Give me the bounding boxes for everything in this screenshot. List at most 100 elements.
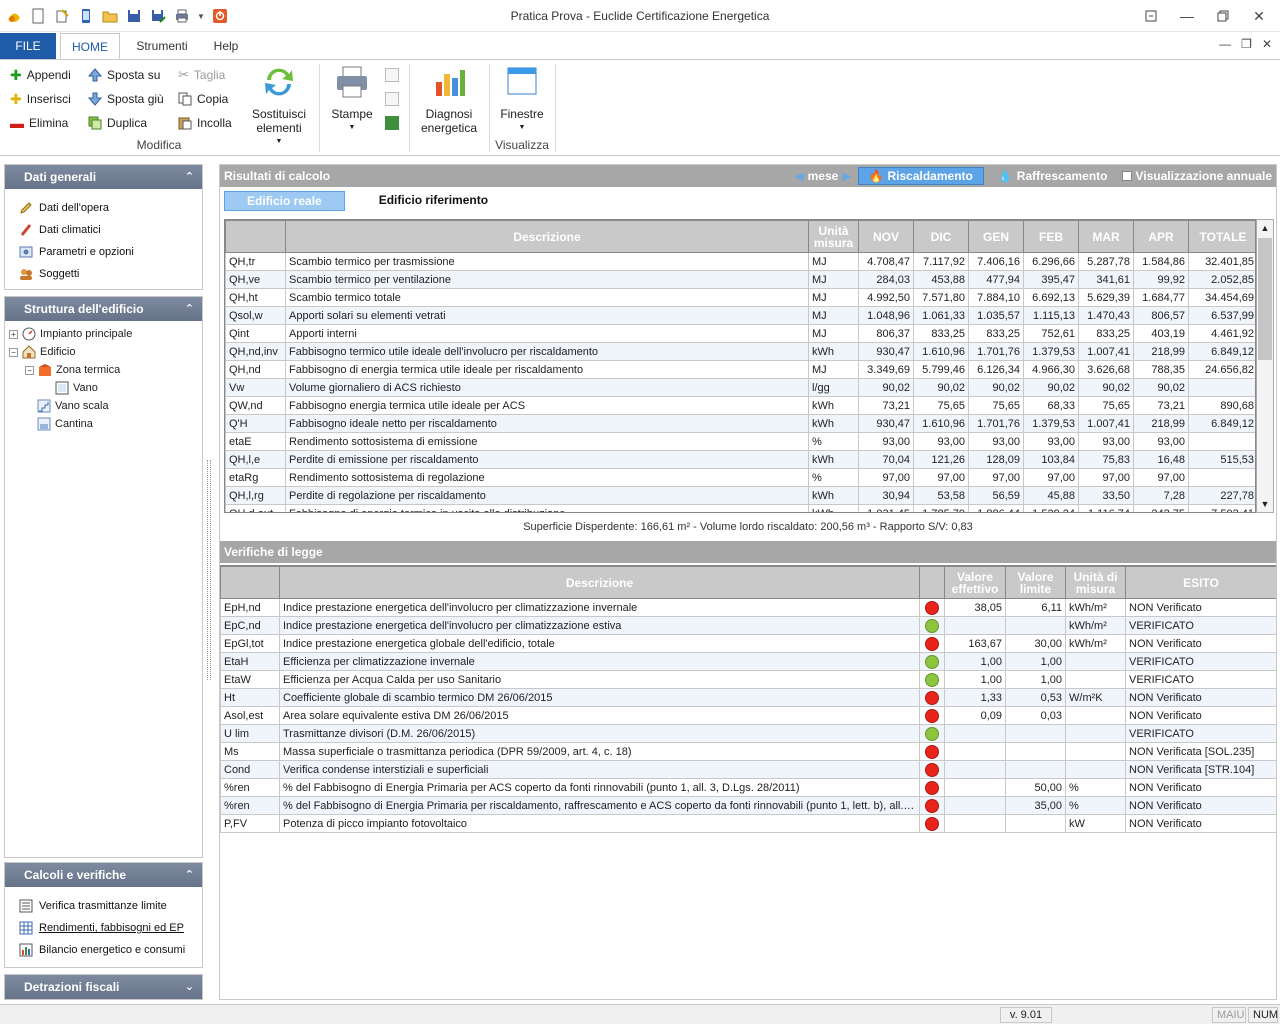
results-scrollbar[interactable]: ▲ ▼ bbox=[1256, 219, 1274, 513]
scroll-down-icon[interactable]: ▼ bbox=[1260, 499, 1270, 509]
section-header-struttura[interactable]: Struttura dell'edificio ⌃ bbox=[5, 297, 202, 321]
scroll-up-icon[interactable]: ▲ bbox=[1260, 223, 1270, 233]
raffrescamento-toggle[interactable]: 💧 Raffrescamento bbox=[990, 165, 1116, 187]
table-row[interactable]: Cond Verifica condense interstiziali e su… bbox=[220, 760, 1276, 779]
save-as-icon[interactable] bbox=[148, 6, 168, 26]
inserisci-button[interactable]: ✚ Inserisci bbox=[10, 90, 71, 107]
collapse-icon[interactable]: ⌃ bbox=[184, 869, 194, 881]
xls-export-icon[interactable] bbox=[385, 116, 399, 130]
incolla-button[interactable]: Incolla bbox=[178, 113, 232, 133]
sidebar-item-bilancio[interactable]: Bilancio energetico e consumi bbox=[5, 939, 202, 961]
sposta-giu-button[interactable]: Sposta giù bbox=[88, 89, 164, 109]
table-row[interactable]: Q'H Fabbisogno ideale netto per riscaldam… bbox=[225, 414, 1255, 433]
table-row[interactable]: EtaW Efficienza per Acqua Calda per uso S… bbox=[220, 670, 1276, 689]
tab-home[interactable]: HOME bbox=[60, 33, 120, 59]
section-header-calcoli[interactable]: Calcoli e verifiche ⌃ bbox=[5, 863, 202, 887]
expand-icon[interactable]: + bbox=[9, 329, 18, 339]
tree-item-impianto[interactable]: + Impianto principale bbox=[9, 325, 202, 343]
taglia-button[interactable]: ✂ Taglia bbox=[178, 67, 226, 82]
table-row[interactable]: EpC,nd Indice prestazione energetica dell… bbox=[220, 616, 1276, 635]
tree-item-edificio[interactable]: − Edificio bbox=[9, 343, 202, 361]
sposta-su-button[interactable]: Sposta su bbox=[88, 65, 160, 85]
appendi-button[interactable]: ✚ Appendi bbox=[10, 66, 71, 83]
table-row[interactable]: U lim Trasmittanze divisori (D.M. 26/06/2… bbox=[220, 724, 1276, 743]
table-row[interactable]: QH,d,outFabbisogno di energia termica in… bbox=[225, 504, 1255, 512]
table-row[interactable]: etaRg Rendimento sottosistema di regolazi… bbox=[225, 468, 1255, 487]
table-row[interactable]: QH,tr Scambio termico per trasmissione MJ 4… bbox=[225, 252, 1255, 271]
table-row[interactable]: etaE Rendimento sottosistema di emissione… bbox=[225, 432, 1255, 451]
table-row[interactable]: QH,ht Scambio termico totale MJ 4.992,50 7.5… bbox=[225, 288, 1255, 307]
table-row[interactable]: Vw Volume giornaliero di ACS richiesto l/g… bbox=[225, 378, 1255, 397]
doc-export-icon[interactable] bbox=[385, 92, 399, 106]
table-row[interactable]: Asol,est Area solare equivalente estiva D… bbox=[220, 706, 1276, 725]
sidebar-item-verifica-trasmittanze[interactable]: Verifica trasmittanze limite bbox=[5, 895, 202, 917]
sidebar-item-dati-opera[interactable]: Dati dell'opera bbox=[5, 197, 202, 219]
sostituisci-elementi-button[interactable]: Sostituisci elementi ▼ bbox=[244, 64, 314, 149]
tree-item-zona-termica[interactable]: − Zona termica bbox=[9, 361, 202, 379]
tree-item-vano-scala[interactable]: Vano scala bbox=[9, 397, 202, 415]
minimize-window-icon[interactable]: — bbox=[1180, 8, 1194, 24]
stampe-button[interactable]: Stampe ▼ bbox=[326, 64, 378, 135]
finestre-button[interactable]: Finestre ▼ bbox=[496, 64, 548, 135]
open-folder-icon[interactable] bbox=[100, 6, 120, 26]
section-header-detrazioni[interactable]: Detrazioni fiscali ⌄ bbox=[5, 975, 202, 999]
mobile-icon[interactable] bbox=[76, 6, 96, 26]
app-logo-icon[interactable] bbox=[4, 6, 24, 26]
table-row[interactable]: EtaH Efficienza per climatizzazione inver… bbox=[220, 652, 1276, 671]
table-row[interactable]: Qsol,w Apporti solari su elementi vetrati… bbox=[225, 306, 1255, 325]
exit-icon[interactable] bbox=[210, 6, 230, 26]
table-row[interactable]: P,FV Potenza di picco impianto fotovoltai… bbox=[220, 814, 1276, 833]
mdi-minimize-icon[interactable]: — bbox=[1219, 37, 1232, 51]
riscaldamento-toggle[interactable]: 🔥 Riscaldamento bbox=[857, 167, 984, 185]
restore-size-icon[interactable] bbox=[1138, 6, 1164, 26]
collapse-tree-icon[interactable]: − bbox=[25, 365, 34, 375]
table-row[interactable]: QH,l,e Perdite di emissione per riscaldam… bbox=[225, 450, 1255, 469]
table-row[interactable]: Qint Apporti interni MJ 806,37 833,25 833,25 7… bbox=[225, 324, 1255, 343]
table-row[interactable]: EpGl,tot Indice prestazione energetica gl… bbox=[220, 634, 1276, 653]
tab-edificio-reale[interactable]: Edificio reale bbox=[224, 191, 345, 211]
sidebar-item-parametri[interactable]: Parametri e opzioni bbox=[5, 241, 202, 263]
wizard-icon[interactable] bbox=[52, 6, 72, 26]
table-row[interactable]: QH,nd,inv Fabbisogno termico utile ideale… bbox=[225, 342, 1255, 361]
scrollbar-thumb[interactable] bbox=[1258, 238, 1272, 360]
pdf-export-icon[interactable] bbox=[385, 68, 399, 82]
qat-dropdown-icon[interactable]: ▼ bbox=[197, 11, 205, 21]
elimina-button[interactable]: ▬ Elimina bbox=[10, 115, 69, 131]
sidebar-item-dati-climatici[interactable]: Dati climatici bbox=[5, 219, 202, 241]
section-header-dati-generali[interactable]: Dati generali ⌃ bbox=[5, 165, 202, 189]
tab-strumenti[interactable]: Strumenti bbox=[136, 39, 188, 53]
collapse-icon[interactable]: ⌃ bbox=[184, 303, 194, 315]
new-file-icon[interactable] bbox=[28, 6, 48, 26]
mdi-close-icon[interactable]: ✕ bbox=[1261, 37, 1272, 51]
table-row[interactable]: EpH,nd Indice prestazione energetica dell… bbox=[220, 598, 1276, 617]
sidebar-item-rendimenti[interactable]: Rendimenti, fabbisogni ed EP bbox=[5, 917, 202, 939]
next-month-icon[interactable]: ▶ bbox=[842, 169, 852, 183]
collapse-tree-icon[interactable]: − bbox=[9, 347, 18, 357]
table-row[interactable]: Ms Massa superficiale o trasmittanza peri… bbox=[220, 742, 1276, 761]
close-window-icon[interactable]: ✕ bbox=[1253, 7, 1265, 24]
table-row[interactable]: Ht Coefficiente globale di scambio termic… bbox=[220, 688, 1276, 707]
tab-edificio-riferimento[interactable]: Edificio riferimento bbox=[378, 193, 489, 207]
copia-button[interactable]: Copia bbox=[178, 89, 228, 109]
sidebar-item-soggetti[interactable]: Soggetti bbox=[5, 263, 202, 285]
maximize-window-icon[interactable] bbox=[1210, 6, 1236, 26]
collapse-icon[interactable]: ⌃ bbox=[184, 171, 194, 183]
table-row[interactable]: QH,l,rg Perdite di regolazione per riscal… bbox=[225, 486, 1255, 505]
visualizzazione-annuale-checkbox[interactable]: Visualizzazione annuale bbox=[1121, 165, 1272, 187]
tree-item-vano[interactable]: Vano bbox=[9, 379, 202, 397]
tree-item-cantina[interactable]: Cantina bbox=[9, 415, 202, 433]
diagnosi-energetica-button[interactable]: Diagnosi energetica bbox=[416, 64, 482, 135]
table-row[interactable]: QH,nd Fabbisogno di energia termica utile… bbox=[225, 360, 1255, 379]
tab-help[interactable]: Help bbox=[213, 39, 239, 53]
table-row[interactable]: %ren% del Fabbisogno di Energia Primaria… bbox=[220, 778, 1276, 797]
mdi-restore-icon[interactable]: ❐ bbox=[1241, 37, 1252, 51]
duplica-button[interactable]: Duplica bbox=[88, 113, 147, 133]
tab-file[interactable]: FILE bbox=[0, 33, 56, 59]
expand-section-icon[interactable]: ⌄ bbox=[184, 981, 194, 993]
table-row[interactable]: QH,ve Scambio termico per ventilazione MJ 2… bbox=[225, 270, 1255, 289]
panel-splitter[interactable] bbox=[207, 460, 211, 680]
prev-month-icon[interactable]: ◀ bbox=[794, 169, 804, 183]
table-row[interactable]: %ren% del Fabbisogno di Energia Primaria… bbox=[220, 796, 1276, 815]
save-icon[interactable] bbox=[124, 6, 144, 26]
print-icon[interactable] bbox=[172, 6, 192, 26]
